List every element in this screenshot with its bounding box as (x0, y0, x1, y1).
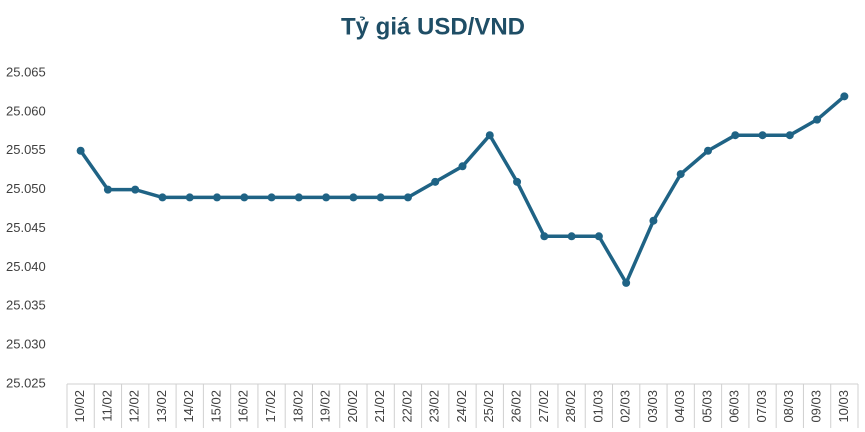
x-tick-label: 12/02 (127, 390, 142, 423)
y-tick-label: 25.065 (6, 64, 46, 79)
x-tick-label: 25/02 (481, 390, 496, 423)
point (267, 193, 276, 202)
point (376, 193, 385, 202)
x-tick-label: 17/02 (263, 390, 278, 423)
x-tick-label: 09/03 (809, 390, 824, 423)
x-tick-label: 21/02 (372, 390, 387, 423)
x-tick-label: 10/02 (72, 390, 87, 423)
y-tick-label: 25.045 (6, 220, 46, 235)
point (594, 232, 603, 241)
point (349, 193, 358, 202)
point (703, 146, 712, 155)
x-tick-label: 27/02 (536, 390, 551, 423)
point (540, 232, 549, 241)
x-tick-label: 14/02 (181, 390, 196, 423)
x-tick-label: 01/03 (590, 390, 605, 423)
x-tick-label: 26/02 (508, 390, 523, 423)
x-tick-label: 20/02 (345, 390, 360, 423)
x-tick-label: 06/03 (727, 390, 742, 423)
point (131, 185, 140, 194)
y-tick-label: 25.040 (6, 259, 46, 274)
line (79, 94, 846, 285)
x-tick-label: 11/02 (99, 390, 114, 422)
point (567, 232, 576, 241)
x-tick-label: 03/03 (645, 390, 660, 423)
point (458, 162, 467, 171)
point (213, 193, 222, 202)
point (294, 193, 303, 202)
point (485, 131, 494, 140)
point (676, 170, 685, 179)
point (649, 216, 658, 225)
point (785, 131, 794, 140)
point (240, 193, 249, 202)
x-tick-label: 22/02 (399, 390, 414, 423)
y-tick-label: 25.035 (6, 298, 46, 313)
x-tick-label: 24/02 (454, 390, 469, 423)
x-tick-label: 08/03 (781, 390, 796, 423)
y-tick-label: 25.050 (6, 181, 46, 196)
point (76, 146, 85, 155)
point (758, 131, 767, 140)
point (840, 92, 849, 101)
x-tick-label: 02/03 (618, 390, 633, 423)
point (185, 193, 194, 202)
y-tick-label: 25.055 (6, 142, 46, 157)
x-tick-label: 15/02 (208, 390, 223, 423)
x-tick-label: 07/03 (754, 390, 769, 423)
x-tick-label: 10/03 (836, 390, 851, 423)
x-tick-label: 19/02 (318, 390, 333, 423)
point (813, 115, 822, 124)
x-tick-label: 13/02 (154, 390, 169, 423)
point (731, 131, 740, 140)
x-tick-label: 18/02 (290, 390, 305, 423)
point (158, 193, 167, 202)
point (431, 177, 440, 186)
chart-title: Tỷ giá USD/VND (341, 13, 525, 40)
x-tick-label: 23/02 (427, 390, 442, 423)
x-tick-label: 16/02 (236, 390, 251, 423)
y-tick-label: 25.030 (6, 337, 46, 352)
x-tick-label: 04/03 (672, 390, 687, 423)
y-tick-label: 25.025 (6, 375, 46, 390)
y-tick-label: 25.060 (6, 103, 46, 118)
x-tick-label: 05/03 (699, 390, 714, 423)
point (403, 193, 412, 202)
point (322, 193, 331, 202)
point (622, 278, 631, 287)
x-tick-label: 28/02 (563, 390, 578, 423)
point (103, 185, 112, 194)
point (513, 177, 522, 186)
